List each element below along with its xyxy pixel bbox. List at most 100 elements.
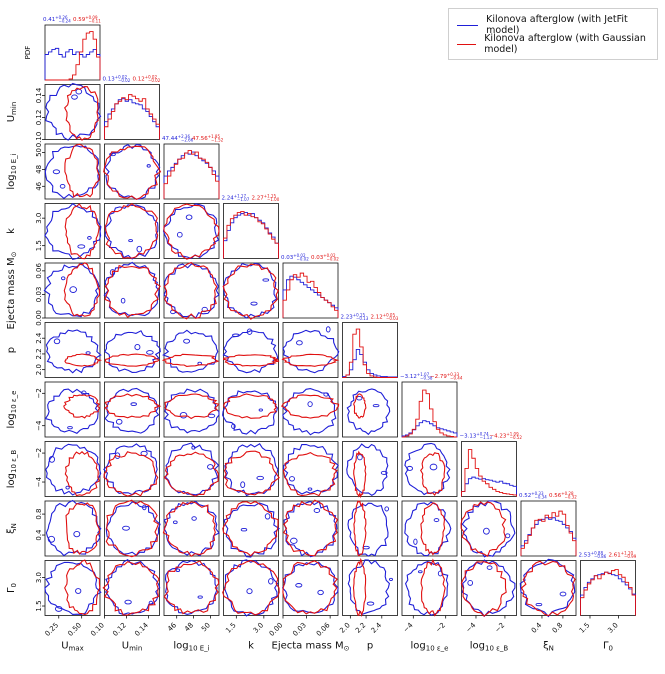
axis-label-main: Γ — [603, 641, 609, 652]
panel-2-0: 46 48 50 — [35, 143, 101, 200]
y-tick-label: 3.0 — [35, 572, 43, 583]
param-title-median: 0.13 — [103, 77, 116, 83]
panel-frame — [342, 381, 398, 438]
contour-island-jetfit — [207, 464, 214, 470]
contour-jetfit — [104, 330, 161, 373]
contour-island-jetfit — [264, 513, 271, 520]
legend-swatch-jetfit — [457, 24, 479, 26]
param-title-median: 2.24 — [222, 196, 235, 202]
histogram-gaussian — [461, 449, 517, 497]
param-title-jetfit: 2.53+0.88 −0.86 — [579, 551, 607, 560]
panel-frame — [580, 560, 636, 616]
panel-8-4 — [282, 499, 339, 558]
panel-frame — [223, 322, 279, 378]
contour-jetfit — [164, 560, 218, 615]
contour-gaussian — [353, 450, 367, 499]
contour-island-jetfit — [176, 231, 183, 238]
axis-label-main: Ejecta mass M — [6, 257, 17, 329]
param-title-median: 0.56 — [549, 493, 562, 499]
panel-4-1 — [103, 261, 161, 319]
panel-6-4 — [281, 381, 340, 438]
contour-island-jetfit — [357, 454, 363, 461]
axis-label-subscript: N — [549, 645, 554, 653]
contour-gaussian — [282, 560, 338, 615]
param-title-upper: +0.02 — [293, 253, 306, 258]
contour-island-jetfit — [467, 579, 474, 586]
param-title-jetfit: 0.41+0.26 −0.24 — [43, 15, 71, 24]
axis-label-main: U — [61, 641, 68, 652]
contour-jetfit — [45, 82, 102, 141]
y-tick-label: 0.12 — [35, 110, 43, 126]
panel-7-2 — [163, 441, 220, 497]
param-title-median: 0.03 — [311, 255, 324, 261]
param-title-lower: −1.13 — [480, 435, 493, 440]
contour-gaussian — [223, 354, 280, 367]
panel-frame — [163, 322, 220, 378]
axis-label-6-x: log10 ε_e — [411, 641, 449, 653]
param-title-gaussian: −2.79+0.33 −0.44 — [430, 372, 463, 381]
param-title-lower: −0.02 — [297, 257, 310, 262]
axis-label-main: log — [411, 641, 426, 652]
x-tick-label: 0.4 — [530, 621, 544, 635]
contour-island-jetfit — [535, 603, 543, 607]
axis-label-subscript: min — [10, 102, 18, 115]
y-tick-label: −4 — [35, 420, 43, 431]
param-title-median: −4.23 — [490, 434, 507, 440]
axis-label-main: U — [6, 115, 17, 122]
contour-jetfit — [44, 388, 99, 434]
contour-island-jetfit — [240, 481, 246, 489]
axis-label-main: log — [6, 413, 17, 428]
panel-9-8: 0.4 0.8 — [519, 558, 577, 635]
panel-frame — [342, 322, 398, 378]
axis-label-subscript: min — [129, 645, 142, 653]
param-title-upper: +0.88 — [591, 551, 604, 556]
histogram-jetfit — [44, 47, 101, 80]
x-tick-label: 0.06 — [315, 621, 332, 638]
panel-frame — [401, 381, 458, 438]
panel-7-1 — [103, 441, 160, 497]
panel-9-2: 46 48 50 — [163, 560, 220, 633]
panel-4-2 — [163, 261, 220, 320]
x-tick-label: 46 — [166, 621, 178, 633]
x-tick-label: 0.00 — [268, 621, 285, 638]
contour-jetfit — [347, 502, 389, 557]
contour-gaussian — [281, 353, 340, 367]
param-title-median: 2.61 — [609, 553, 621, 559]
contour-island-jetfit — [71, 94, 78, 100]
contour-island-jetfit — [258, 408, 263, 412]
contour-gaussian — [64, 86, 99, 141]
param-title-upper: +1.10 — [621, 551, 634, 556]
contour-gaussian — [64, 559, 101, 616]
legend-label-gaussian: Kilonova afterglow (with Gaussian model) — [484, 33, 646, 55]
param-title-upper: +2.36 — [178, 134, 191, 139]
param-title-lower: −0.34 — [535, 495, 548, 500]
contour-gaussian — [64, 203, 100, 260]
panel-frame — [342, 500, 398, 557]
axis-label-subscript: 10 E_i — [189, 645, 210, 653]
param-title-median: 0.59 — [73, 17, 86, 23]
axis-label-main: log — [470, 641, 485, 652]
param-title-median: 0.12 — [133, 77, 145, 83]
param-title-jetfit: 0.13+0.02 −0.02 — [103, 75, 131, 84]
contour-jetfit — [162, 203, 220, 260]
contour-island-jetfit — [559, 591, 567, 597]
contour-island-jetfit — [406, 465, 414, 471]
contour-jetfit — [347, 559, 391, 616]
panel-9-7: −4 −2 — [460, 559, 517, 634]
x-tick-label: 1.5 — [578, 621, 592, 635]
contour-gaussian — [164, 393, 220, 420]
contour-island-jetfit — [323, 392, 330, 397]
panel-5-0: 2.0 2.2 2.4 — [35, 322, 103, 378]
param-title-lower: −0.44 — [450, 376, 463, 381]
param-title-lower: −1.07 — [237, 197, 250, 202]
contour-gaussian — [103, 393, 162, 419]
panel-9-5: 2.0 2.2 2.4 — [338, 557, 398, 635]
axis-label-8-x: ξN — [543, 641, 554, 653]
axis-label-main: log — [6, 174, 17, 189]
axis-label-subscript: ⊙ — [10, 252, 18, 258]
axis-label-9-x: Γ0 — [603, 641, 613, 653]
param-title-lower: −0.11 — [89, 19, 102, 24]
contour-jetfit — [104, 143, 161, 200]
param-title-jetfit: 47.44+2.36 −2.66 — [162, 134, 194, 143]
histogram-gaussian — [342, 328, 398, 378]
